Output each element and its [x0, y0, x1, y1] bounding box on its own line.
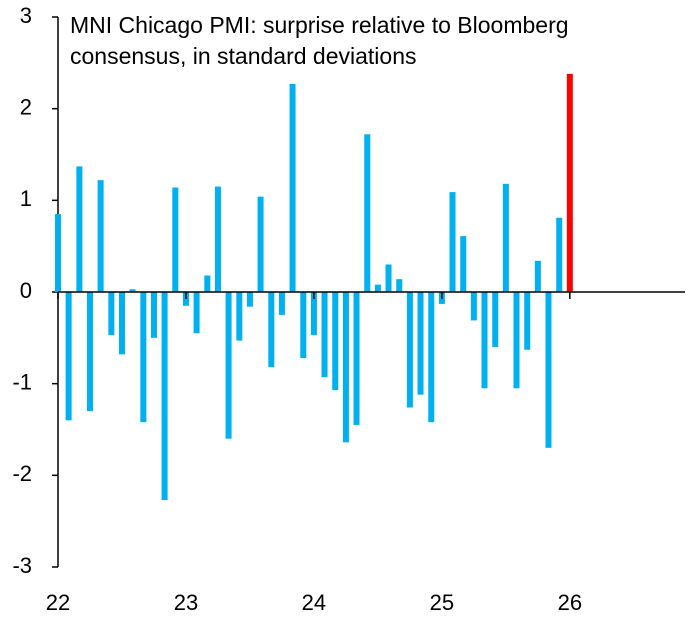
bar — [428, 292, 435, 423]
bar — [76, 166, 83, 292]
bar — [257, 196, 264, 292]
bar — [385, 264, 392, 292]
bar — [118, 292, 125, 355]
bar — [396, 279, 403, 292]
bar — [236, 292, 243, 341]
bar — [193, 292, 200, 334]
bar — [268, 292, 275, 368]
x-tick-label: 26 — [558, 590, 582, 615]
x-tick-label: 25 — [430, 590, 454, 615]
y-tick-label: 3 — [20, 3, 32, 28]
y-tick-label: -3 — [12, 553, 32, 578]
y-tick-label: -2 — [12, 461, 32, 486]
chart-title: MNI Chicago PMI: surprise relative to Bl… — [70, 12, 569, 69]
bar — [545, 292, 552, 448]
bar — [55, 214, 61, 292]
x-tick-label: 22 — [46, 590, 70, 615]
bar — [417, 292, 424, 395]
bar — [321, 292, 328, 378]
y-tick-label: -1 — [12, 369, 32, 394]
bar — [364, 134, 371, 292]
bar — [374, 284, 381, 292]
bar — [161, 292, 168, 501]
bar — [481, 292, 488, 389]
bar — [108, 292, 115, 336]
bar — [86, 292, 93, 412]
bar — [524, 292, 531, 350]
bar — [150, 292, 157, 338]
bar — [204, 275, 211, 292]
bar — [225, 292, 232, 439]
bar — [65, 292, 72, 421]
bar — [278, 292, 285, 315]
bar — [460, 236, 467, 292]
bar — [332, 292, 339, 391]
bar — [129, 289, 136, 292]
bar — [502, 183, 509, 292]
bar — [214, 186, 221, 292]
bar — [534, 260, 541, 292]
bar — [406, 292, 413, 408]
bar — [140, 292, 147, 423]
bar — [300, 292, 307, 358]
y-tick-label: 0 — [20, 278, 32, 303]
x-tick-label: 23 — [174, 590, 198, 615]
bar — [449, 192, 456, 292]
bar — [342, 292, 349, 443]
bar — [246, 292, 253, 307]
bar — [492, 292, 499, 347]
bar — [566, 73, 573, 292]
bar — [513, 292, 520, 389]
y-tick-label: 2 — [20, 94, 32, 119]
y-tick-label: 1 — [20, 186, 32, 211]
bar — [97, 180, 104, 292]
bar — [556, 217, 563, 292]
bar — [353, 292, 360, 425]
bar — [470, 292, 477, 321]
bar — [289, 83, 296, 293]
bar — [172, 187, 179, 292]
x-tick-label: 24 — [302, 590, 326, 615]
bar — [310, 292, 317, 336]
